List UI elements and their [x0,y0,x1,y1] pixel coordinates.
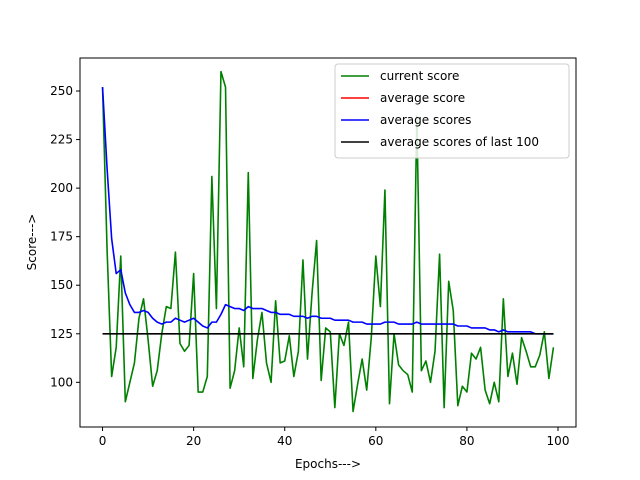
y-tick-label: 175 [50,230,73,244]
x-tick-label: 0 [99,434,107,448]
y-tick-label: 200 [50,181,73,195]
series-line-2 [101,87,554,335]
y-tick-label: 125 [50,327,73,341]
x-tick-label: 100 [547,434,570,448]
x-tick-label: 20 [186,434,201,448]
plot-lines [101,70,555,413]
legend-entry-2: average scores [380,113,471,127]
axes-frame [79,57,577,428]
legend-entry-1: average score [380,91,465,105]
legend-entry-0: current score [380,69,459,83]
x-tick-label: 80 [459,434,474,448]
y-axis-label: Score---> [25,214,39,271]
legend-box [334,63,570,159]
y-tick-label: 225 [50,133,73,147]
x-axis-label: Epochs---> [295,457,361,471]
series-line-0 [101,70,555,413]
y-tick-label: 100 [50,375,73,389]
x-tick-label: 60 [368,434,383,448]
y-tick-label: 150 [50,278,73,292]
y-tick-label: 250 [50,84,73,98]
legend: current score average score average scores… [334,63,570,159]
x-axis-ticks: 0 20 40 60 80 100 [99,427,570,448]
legend-entry-3: average scores of last 100 [380,135,539,149]
y-axis-ticks: 100 125 150 175 200 225 250 [50,84,80,389]
x-tick-label: 40 [277,434,292,448]
